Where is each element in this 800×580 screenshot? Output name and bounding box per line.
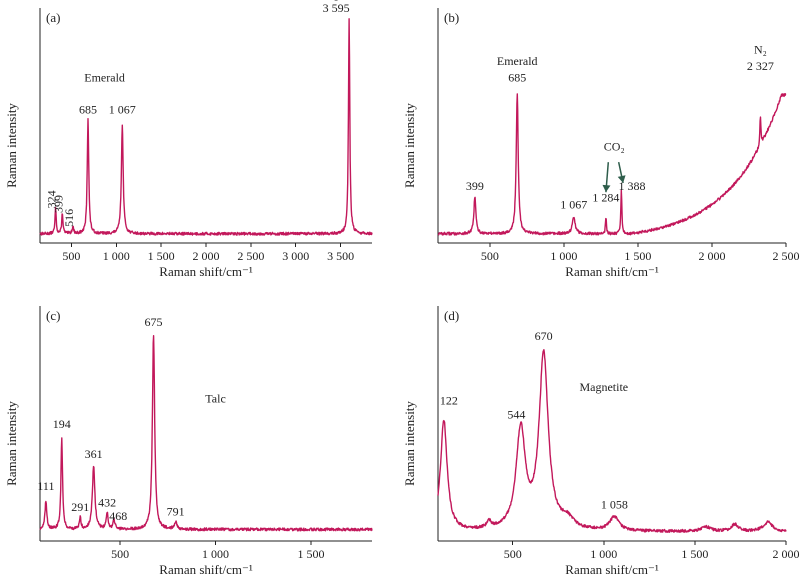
x-tick-label: 2 500: [773, 249, 800, 263]
y-axis-label: Raman intensity: [402, 401, 417, 486]
panel-label: (d): [444, 308, 459, 323]
x-axis-label: Raman shift/cm⁻¹: [159, 562, 253, 577]
peak-annotation: Emerald: [497, 54, 538, 68]
spectrum-line: [39, 335, 373, 532]
x-axis-label: Raman shift/cm⁻¹: [159, 264, 253, 279]
peak-annotation: 361: [85, 447, 103, 461]
annotation-arrowhead: [617, 175, 626, 183]
x-tick-label: 2 000: [773, 547, 800, 561]
peak-annotation: 324: [45, 190, 59, 208]
peak-annotation: 194: [53, 417, 71, 431]
panel-b: 500 1 000 1 500 2 000 2 500 Raman shift/cm⁻¹ R…: [402, 8, 800, 279]
x-tick-label: 1 000: [202, 547, 229, 561]
spectrum-line: [39, 18, 373, 236]
x-axis-label: Raman shift/cm⁻¹: [565, 562, 659, 577]
x-tick-label: 2 000: [698, 249, 725, 263]
peak-annotation: 670: [535, 329, 553, 343]
y-axis-label: Raman intensity: [4, 401, 19, 486]
annotation-arrowhead: [602, 184, 611, 193]
x-tick-label: 1 000: [103, 249, 130, 263]
peak-annotation: 1 284: [592, 190, 619, 204]
peak-annotation: Magnetite: [579, 380, 628, 394]
spectrum-line: [437, 349, 787, 533]
x-tick-label: 1 500: [297, 547, 324, 561]
x-tick-label: 1 500: [624, 249, 651, 263]
peak-annotation: 399: [466, 179, 484, 193]
panel-d: 500 1 000 1 500 2 000 Raman shift/cm⁻¹ Raman …: [402, 306, 800, 577]
peak-annotation: 2 327: [747, 59, 774, 73]
panel-a: 500 1 000 1 500 2 000 2 500 3 000 3 500 Raman s…: [4, 0, 373, 279]
x-tick-label: 2 000: [193, 249, 220, 263]
peak-annotation: N₂: [754, 43, 767, 57]
x-tick-label: 3 000: [282, 249, 309, 263]
x-tick-label: 1 500: [681, 547, 708, 561]
peak-annotation: 1 067: [560, 197, 587, 211]
peak-annotation: H₂O: [325, 0, 347, 1]
peak-annotation: Talc: [205, 391, 225, 405]
peak-annotation: 399: [51, 195, 65, 213]
peak-annotation: 3 595: [323, 1, 350, 15]
peak-annotation: 544: [507, 408, 525, 422]
x-tick-label: 1 000: [590, 547, 617, 561]
x-tick-label: 500: [62, 249, 80, 263]
panel-label: (c): [46, 308, 60, 323]
peak-annotation: 1 058: [601, 498, 628, 512]
peak-annotation: Emerald: [84, 70, 125, 84]
x-axis-label: Raman shift/cm⁻¹: [565, 264, 659, 279]
peak-annotation: 791: [167, 505, 185, 519]
peak-annotation: 1 067: [109, 103, 136, 117]
x-tick-label: 1 500: [148, 249, 175, 263]
peak-annotation: 516: [62, 209, 76, 227]
panel-c: 500 1 000 1 500 Raman shift/cm⁻¹ Raman inten…: [4, 306, 373, 577]
y-axis-label: Raman intensity: [4, 103, 19, 188]
y-axis-label: Raman intensity: [402, 103, 417, 188]
peak-annotation: 685: [79, 103, 97, 117]
panel-label: (a): [46, 10, 60, 25]
x-tick-label: 500: [111, 547, 129, 561]
x-tick-label: 500: [504, 547, 522, 561]
peak-annotation: 1 388: [618, 179, 645, 193]
peak-annotation: 685: [508, 70, 526, 84]
peak-annotation: 111: [37, 479, 54, 493]
x-tick-label: 3 500: [327, 249, 354, 263]
x-tick-label: 500: [481, 249, 499, 263]
x-tick-label: 2 500: [237, 249, 264, 263]
peak-annotation: 291: [71, 500, 89, 514]
panel-label: (b): [444, 10, 459, 25]
peak-annotation: 675: [145, 315, 163, 329]
peak-annotation: 122: [440, 394, 458, 408]
peak-annotation: 432: [98, 495, 116, 509]
x-tick-label: 1 000: [550, 249, 577, 263]
peak-annotation: CO₂: [604, 140, 625, 154]
spectrum-line: [437, 93, 787, 236]
peak-annotation: 468: [109, 509, 127, 523]
